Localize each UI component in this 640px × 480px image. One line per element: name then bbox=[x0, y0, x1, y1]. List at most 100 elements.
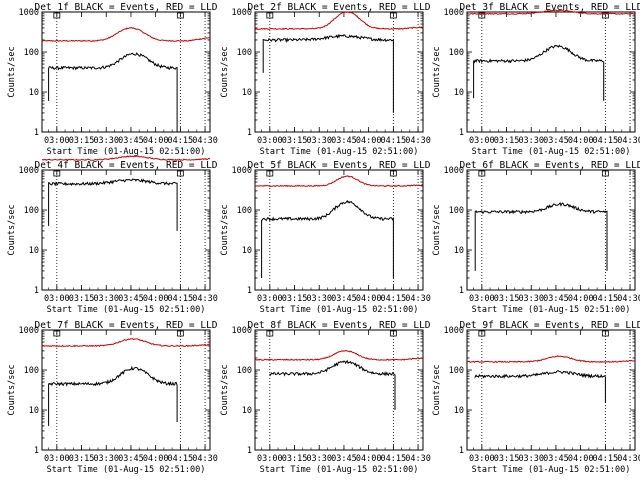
y-axis-label: Counts/sec bbox=[220, 204, 230, 255]
plot-frame bbox=[466, 329, 636, 451]
y-tick-label: 1000 bbox=[232, 326, 252, 336]
x-tick-label: 04:15 bbox=[593, 136, 619, 146]
x-tick-label: 04:30 bbox=[192, 454, 218, 464]
y-tick-label: 1000 bbox=[444, 8, 464, 18]
x-tick-label: 03:45 bbox=[543, 454, 569, 464]
y-tick-label: 10 bbox=[242, 406, 252, 416]
detector-panel: Det 6f BLACK = Events, RED = LLD 1 10 100 10… bbox=[432, 160, 640, 315]
x-tick-label: 03:45 bbox=[331, 454, 357, 464]
events-series-line bbox=[474, 370, 606, 403]
x-tick-label: 04:15 bbox=[381, 294, 407, 304]
y-axis-label: Counts/sec bbox=[432, 364, 442, 415]
x-tick-label: 04:00 bbox=[568, 294, 594, 304]
x-tick-label: 04:30 bbox=[192, 136, 218, 146]
x-tick-label: 03:45 bbox=[543, 136, 569, 146]
panel-title: Det 3f BLACK = Events, RED = LLD bbox=[459, 2, 640, 13]
x-tick-label: 03:30 bbox=[93, 454, 119, 464]
y-tick-label: 100 bbox=[24, 206, 39, 216]
lld-series-line bbox=[41, 155, 211, 161]
y-tick-label: 1000 bbox=[444, 326, 464, 336]
time-marker-box bbox=[389, 170, 397, 177]
plot-frame bbox=[41, 329, 211, 451]
x-tick-label: 03:30 bbox=[518, 454, 544, 464]
plot-frame bbox=[466, 169, 636, 291]
x-axis-label: Start Time (01-Aug-15 02:51:00) bbox=[472, 465, 631, 475]
x-tick-label: 03:45 bbox=[118, 294, 144, 304]
time-marker-box bbox=[389, 330, 397, 337]
y-tick-label: 1 bbox=[459, 446, 464, 456]
x-tick-label: 03:00 bbox=[44, 294, 70, 304]
x-tick-label: 03:00 bbox=[44, 454, 70, 464]
y-tick-label: 1000 bbox=[444, 166, 464, 176]
x-axis-label: Start Time (01-Aug-15 02:51:00) bbox=[260, 465, 419, 475]
time-marker-box bbox=[176, 330, 184, 337]
detector-panel: Det 3f BLACK = Events, RED = LLD 1 10 100 10… bbox=[432, 2, 640, 157]
x-axis-label: Start Time (01-Aug-15 02:51:00) bbox=[47, 147, 206, 157]
events-series-line bbox=[262, 33, 394, 113]
x-tick-label: 03:00 bbox=[469, 294, 495, 304]
time-marker-box bbox=[176, 12, 184, 19]
x-tick-label: 03:30 bbox=[306, 454, 332, 464]
x-tick-label: 03:15 bbox=[494, 136, 520, 146]
y-tick-label: 10 bbox=[454, 246, 464, 256]
y-axis-label: Counts/sec bbox=[432, 204, 442, 255]
y-tick-label: 10 bbox=[454, 406, 464, 416]
plot-frame bbox=[254, 329, 424, 451]
plot-frame bbox=[466, 11, 636, 133]
y-tick-label: 1 bbox=[247, 286, 252, 296]
y-axis-label: Counts/sec bbox=[7, 204, 17, 255]
x-tick-label: 04:00 bbox=[143, 294, 169, 304]
detector-panel: Det 4f BLACK = Events, RED = LLD 1 10 100 10… bbox=[7, 155, 218, 315]
y-tick-label: 1000 bbox=[19, 8, 39, 18]
detector-panel: Det 9f BLACK = Events, RED = LLD 1 10 100 10… bbox=[432, 320, 640, 475]
x-tick-label: 03:30 bbox=[306, 136, 332, 146]
x-tick-label: 03:30 bbox=[518, 136, 544, 146]
panel-title: Det 7f BLACK = Events, RED = LLD bbox=[34, 320, 217, 331]
x-axis-label: Start Time (01-Aug-15 02:51:00) bbox=[260, 147, 419, 157]
x-axis-label: Start Time (01-Aug-15 02:51:00) bbox=[47, 465, 206, 475]
x-tick-label: 04:30 bbox=[405, 136, 431, 146]
y-tick-label: 10 bbox=[242, 246, 252, 256]
events-series-line bbox=[48, 52, 178, 132]
lld-series-line bbox=[254, 175, 424, 188]
y-tick-label: 100 bbox=[449, 48, 464, 58]
y-axis-label: Counts/sec bbox=[7, 46, 17, 97]
time-marker-box bbox=[266, 330, 274, 337]
y-tick-label: 10 bbox=[454, 88, 464, 98]
events-series-line bbox=[48, 365, 178, 426]
x-tick-label: 04:15 bbox=[593, 454, 619, 464]
y-tick-label: 100 bbox=[24, 366, 39, 376]
x-tick-label: 03:00 bbox=[469, 454, 495, 464]
time-marker-box bbox=[478, 12, 486, 19]
x-tick-label: 03:30 bbox=[306, 294, 332, 304]
detector-panel: Det 7f BLACK = Events, RED = LLD 1 10 100 10… bbox=[7, 320, 218, 475]
y-tick-label: 10 bbox=[242, 88, 252, 98]
plot-frame bbox=[254, 169, 424, 291]
time-marker-box bbox=[266, 170, 274, 177]
x-tick-label: 04:30 bbox=[192, 294, 218, 304]
lld-series-line bbox=[41, 26, 211, 42]
time-marker-box bbox=[53, 12, 61, 19]
time-marker-box bbox=[601, 170, 609, 177]
time-marker-box bbox=[266, 12, 274, 19]
plot-frame bbox=[41, 11, 211, 133]
x-axis-label: Start Time (01-Aug-15 02:51:00) bbox=[47, 305, 206, 315]
x-tick-label: 04:15 bbox=[168, 454, 194, 464]
x-tick-label: 04:00 bbox=[568, 136, 594, 146]
x-tick-label: 03:15 bbox=[69, 136, 95, 146]
time-marker-box bbox=[53, 330, 61, 337]
y-tick-label: 1 bbox=[459, 286, 464, 296]
time-marker-box bbox=[53, 170, 61, 177]
x-tick-label: 03:00 bbox=[257, 294, 283, 304]
y-tick-label: 1000 bbox=[19, 166, 39, 176]
panel-title: Det 8f BLACK = Events, RED = LLD bbox=[247, 320, 430, 331]
plot-frame bbox=[254, 11, 424, 133]
panel-title: Det 9f BLACK = Events, RED = LLD bbox=[459, 320, 640, 331]
y-tick-label: 1000 bbox=[232, 8, 252, 18]
y-tick-label: 1 bbox=[34, 286, 39, 296]
x-axis-label: Start Time (01-Aug-15 02:51:00) bbox=[472, 147, 631, 157]
x-tick-label: 04:00 bbox=[356, 454, 382, 464]
y-tick-label: 100 bbox=[24, 48, 39, 58]
y-axis-label: Counts/sec bbox=[7, 364, 17, 415]
